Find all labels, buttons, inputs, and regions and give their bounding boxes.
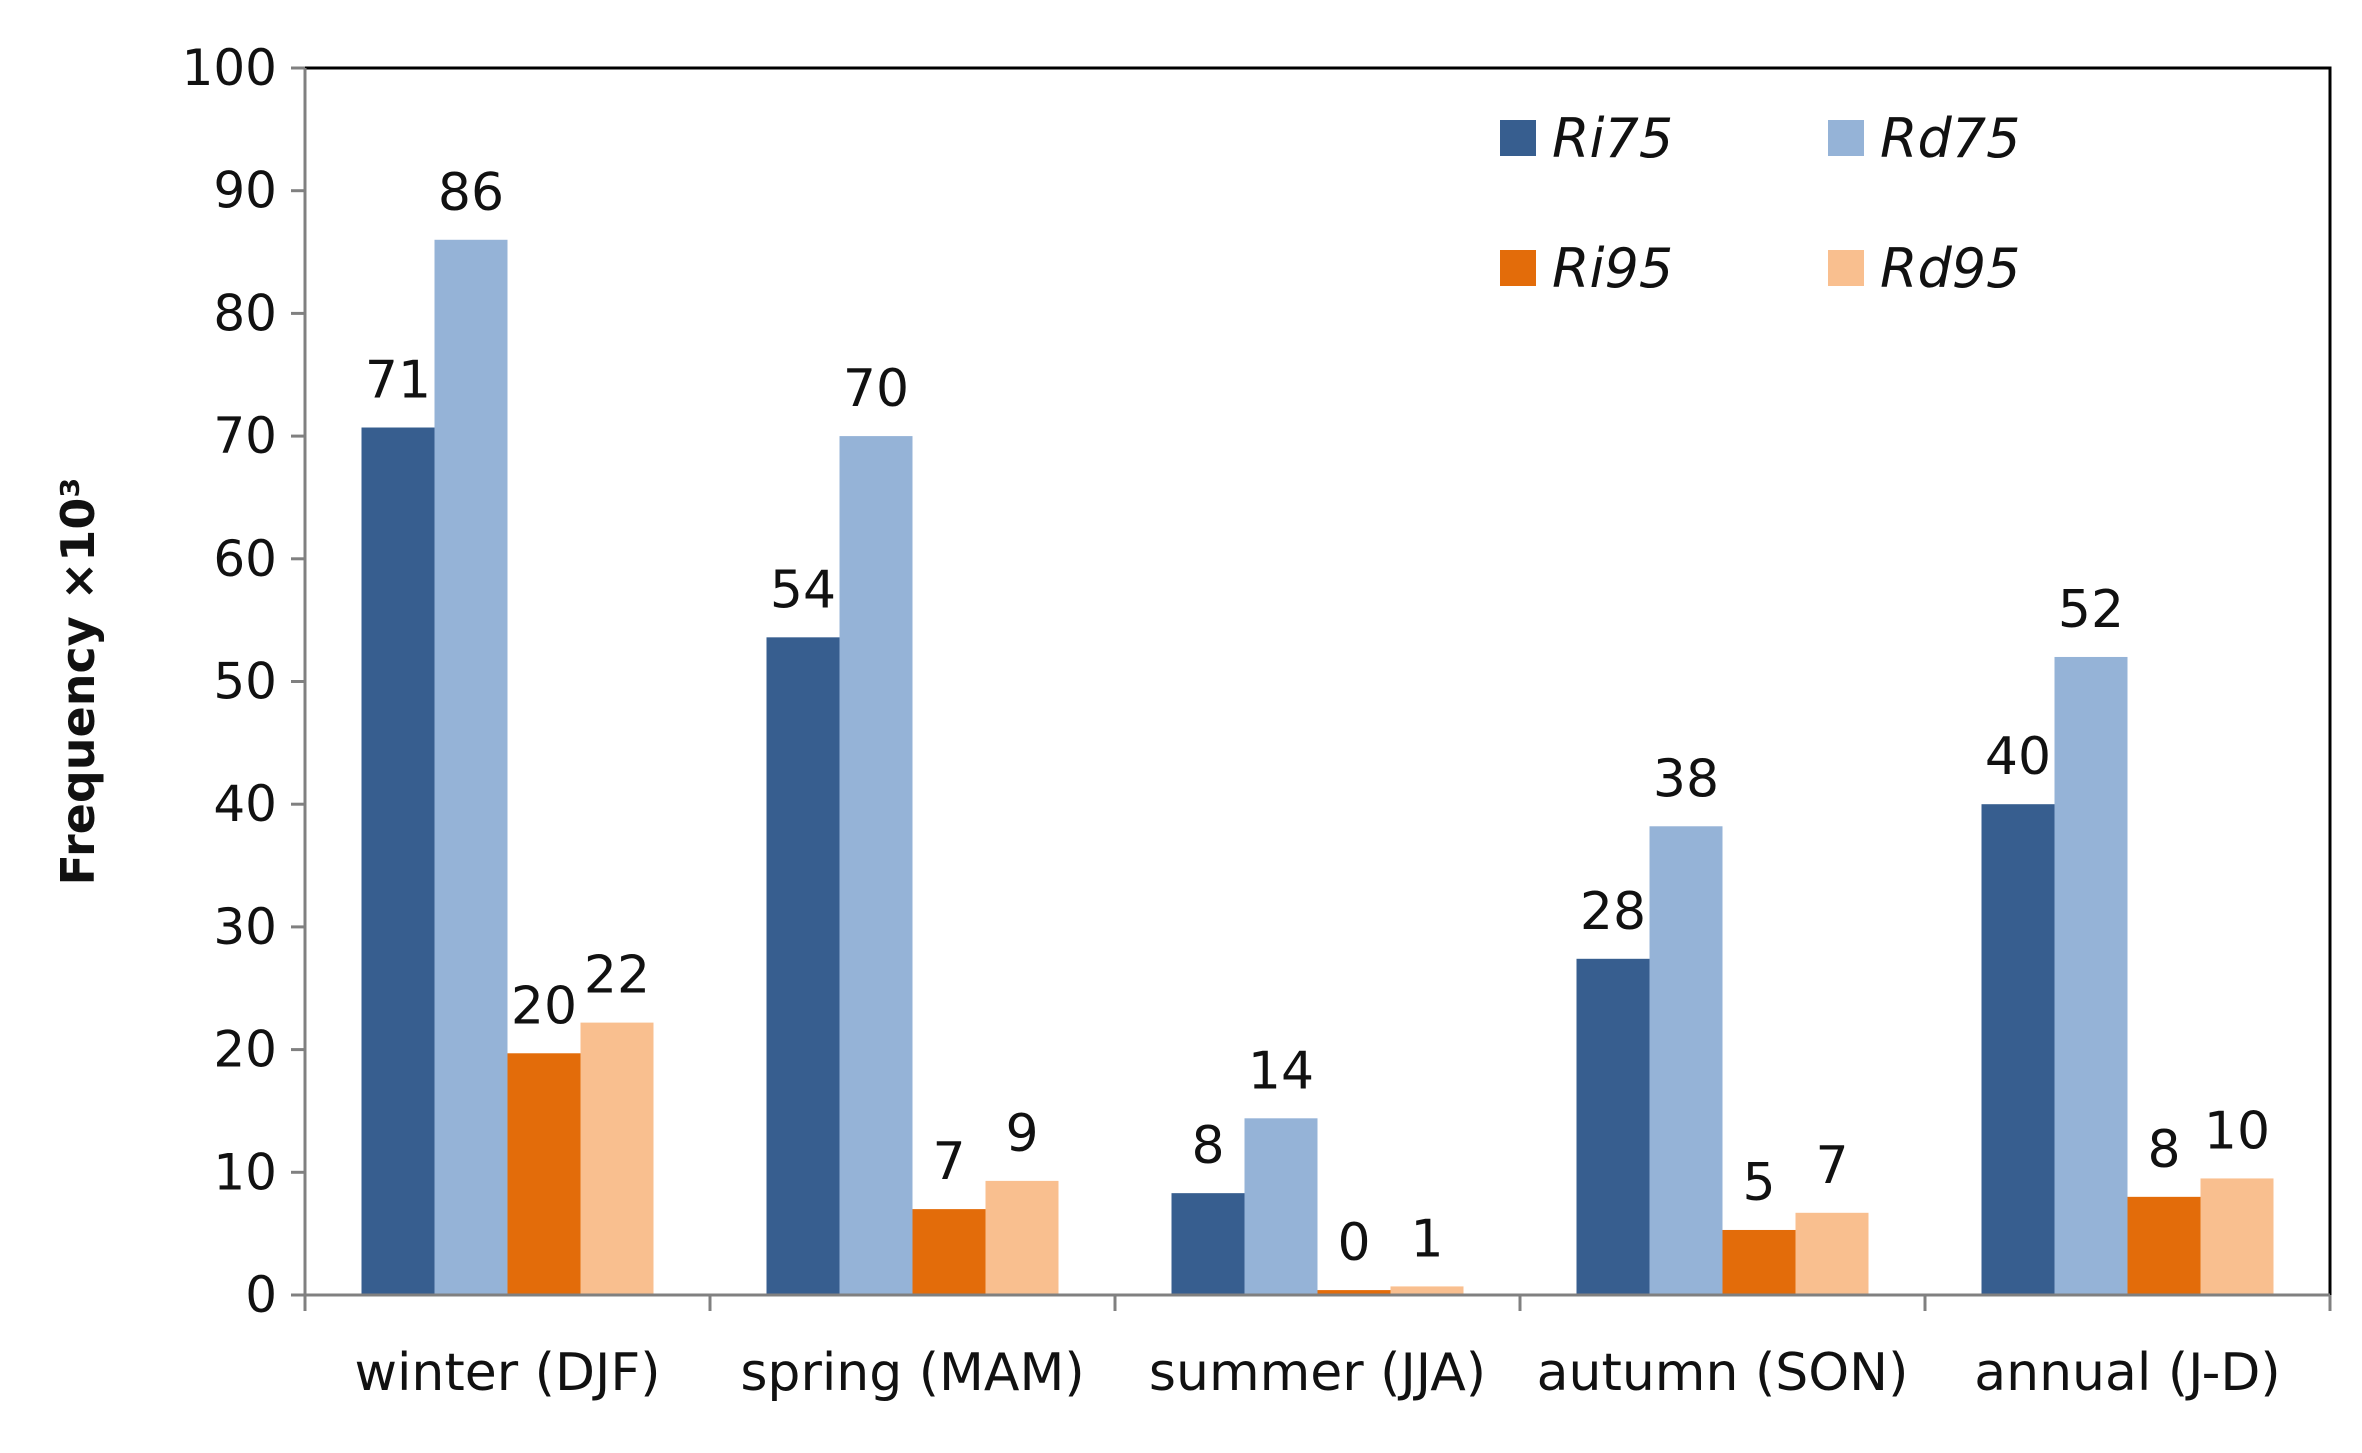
bar-rd75	[1649, 826, 1723, 1295]
x-tick-label: summer (JJA)	[1149, 1343, 1486, 1403]
bar-ri95	[1317, 1290, 1391, 1295]
x-tick-label: autumn (SON)	[1537, 1343, 1909, 1403]
bar-ri75	[1981, 804, 2055, 1295]
bar-ri95	[507, 1053, 581, 1295]
data-label: 7	[1815, 1136, 1848, 1196]
data-label: 28	[1580, 882, 1646, 942]
y-tick-label: 60	[213, 530, 277, 588]
data-label: 52	[2058, 580, 2124, 640]
legend-label: Ri95	[1552, 237, 1673, 300]
data-label: 86	[438, 163, 504, 223]
bar-ri75	[766, 637, 840, 1295]
legend: Ri75 Rd75 Ri95 Rd95	[1500, 107, 2021, 300]
data-label: 20	[511, 976, 577, 1036]
y-tick-label: 20	[213, 1021, 277, 1079]
data-label: 0	[1337, 1213, 1370, 1273]
y-axis-label: Frequency ×10³	[51, 478, 105, 886]
legend-swatch	[1500, 120, 1536, 156]
bar-ri75	[1576, 958, 1650, 1295]
data-label: 40	[1985, 727, 2051, 787]
data-label: 8	[2147, 1120, 2180, 1180]
y-tick-label: 100	[182, 39, 277, 97]
data-label: 1	[1410, 1209, 1443, 1269]
bar-rd95	[2200, 1178, 2274, 1295]
y-tick-label: 0	[245, 1266, 277, 1324]
y-tick-label: 10	[213, 1143, 277, 1201]
bar-rd75	[839, 436, 913, 1296]
data-label: 5	[1742, 1153, 1775, 1213]
bar-rd95	[1795, 1212, 1869, 1295]
y-tick-label: 30	[213, 898, 277, 956]
bar-ri95	[1722, 1229, 1796, 1295]
y-tick-label: 50	[213, 653, 277, 711]
data-label: 38	[1653, 749, 1719, 809]
data-label: 9	[1005, 1104, 1038, 1164]
data-label: 14	[1248, 1041, 1314, 1101]
bar-ri95	[912, 1209, 986, 1295]
bar-rd75	[1244, 1118, 1318, 1295]
bar-rd95	[985, 1180, 1059, 1295]
data-label: 7	[932, 1132, 965, 1192]
legend-swatch	[1828, 250, 1864, 286]
x-tick-label: winter (DJF)	[354, 1343, 660, 1403]
legend-label: Rd75	[1880, 107, 2021, 170]
y-tick-label: 80	[213, 284, 277, 342]
legend-label: Ri75	[1552, 107, 1673, 170]
legend-swatch	[1828, 120, 1864, 156]
data-label: 70	[843, 359, 909, 419]
bar-rd95	[1390, 1286, 1464, 1295]
bar-ri75	[361, 427, 435, 1295]
legend-label: Rd95	[1880, 237, 2021, 300]
x-tick-label: annual (J-D)	[1974, 1343, 2280, 1403]
bar-rd75	[434, 239, 508, 1295]
data-label: 54	[770, 560, 836, 620]
data-label: 8	[1191, 1116, 1224, 1176]
bar-rd95	[580, 1022, 654, 1295]
data-label: 22	[584, 946, 650, 1006]
bar-ri75	[1171, 1193, 1245, 1295]
bar-rd75	[2054, 656, 2128, 1295]
data-label: 10	[2204, 1101, 2270, 1161]
y-tick-label: 70	[213, 407, 277, 465]
bar-ri95	[2127, 1196, 2201, 1295]
x-tick-label: spring (MAM)	[740, 1343, 1084, 1403]
bars-layer	[361, 239, 2274, 1296]
legend-swatch	[1500, 250, 1536, 286]
y-tick-label: 40	[213, 775, 277, 833]
y-tick-label: 90	[213, 162, 277, 220]
data-label: 71	[365, 351, 431, 411]
